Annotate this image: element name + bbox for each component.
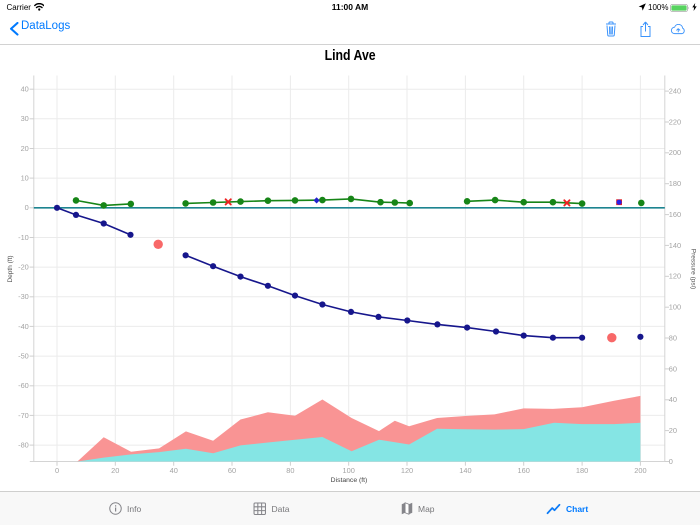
svg-text:-20: -20 (18, 263, 29, 272)
svg-text:160: 160 (518, 466, 530, 475)
svg-text:Distance (ft): Distance (ft) (331, 477, 368, 484)
svg-text:40: 40 (21, 85, 29, 94)
svg-text:0: 0 (669, 457, 673, 466)
svg-text:-40: -40 (18, 322, 29, 331)
svg-text:120: 120 (669, 272, 681, 281)
svg-text:160: 160 (669, 210, 681, 219)
svg-text:30: 30 (21, 114, 29, 123)
svg-text:20: 20 (111, 466, 119, 475)
svg-text:10: 10 (21, 174, 29, 183)
svg-text:0: 0 (55, 466, 59, 475)
svg-text:-50: -50 (18, 352, 29, 361)
svg-text:80: 80 (286, 466, 294, 475)
svg-text:180: 180 (576, 466, 588, 475)
svg-text:-60: -60 (18, 381, 29, 390)
svg-text:140: 140 (459, 466, 471, 475)
svg-text:40: 40 (170, 466, 178, 475)
svg-text:140: 140 (669, 241, 681, 250)
svg-text:240: 240 (669, 87, 681, 96)
svg-text:20: 20 (21, 144, 29, 153)
svg-text:-10: -10 (18, 233, 29, 242)
svg-text:60: 60 (228, 466, 236, 475)
svg-text:180: 180 (669, 179, 681, 188)
svg-text:Pressure (psi): Pressure (psi) (690, 249, 697, 289)
svg-text:80: 80 (669, 333, 677, 342)
svg-text:200: 200 (669, 148, 681, 157)
svg-text:Depth (ft): Depth (ft) (7, 255, 14, 282)
svg-text:100: 100 (343, 466, 355, 475)
svg-text:60: 60 (669, 364, 677, 373)
svg-text:200: 200 (634, 466, 646, 475)
svg-text:40: 40 (669, 395, 677, 404)
svg-text:100: 100 (669, 303, 681, 312)
svg-text:-70: -70 (18, 411, 29, 420)
svg-text:20: 20 (669, 426, 677, 435)
svg-text:-80: -80 (18, 441, 29, 450)
svg-text:120: 120 (401, 466, 413, 475)
svg-text:-30: -30 (18, 292, 29, 301)
svg-text:220: 220 (669, 117, 681, 126)
svg-text:0: 0 (25, 203, 29, 212)
